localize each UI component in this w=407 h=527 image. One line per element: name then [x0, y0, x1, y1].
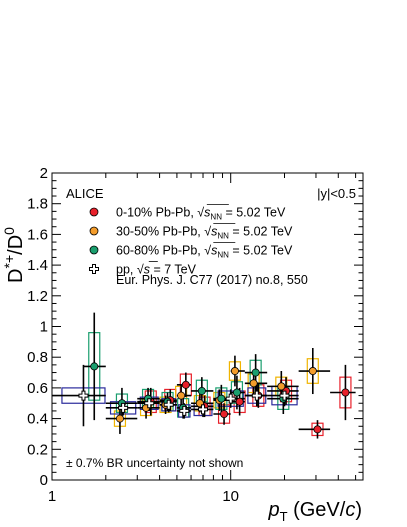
x-axis-title: pT (GeV/c) [267, 499, 362, 524]
y-tick-label: 1.6 [27, 226, 48, 243]
y-tick-label: 0 [40, 472, 48, 489]
rapidity-label: |y|<0.5 [317, 186, 356, 201]
legend-entry: pp, √s = 7 TeV [116, 263, 197, 277]
y-tick-label: 1.4 [27, 257, 48, 274]
data-point [249, 379, 258, 388]
y-tick-label: 0.6 [27, 380, 48, 397]
legend-marker [89, 245, 99, 255]
data-point [251, 368, 260, 377]
data-point [308, 367, 317, 376]
legend-marker [89, 226, 99, 236]
y-tick-label: 0.2 [27, 441, 48, 458]
pp-marker [78, 390, 89, 401]
data-point [90, 362, 99, 371]
pp-marker [279, 390, 290, 401]
pp-marker [163, 399, 174, 410]
y-axis-title: D*+/D0 [1, 227, 27, 283]
data-point [220, 409, 229, 418]
pp-marker [179, 405, 190, 416]
data-point [177, 391, 186, 400]
y-tick-label: 1.8 [27, 196, 48, 213]
y-tick-label: 1 [40, 319, 48, 336]
experiment-label: ALICE [66, 186, 104, 201]
data-point [230, 367, 239, 376]
br-note: ± 0.7% BR uncertainty not shown [66, 456, 243, 470]
y-tick-label: 0.4 [27, 411, 48, 428]
data-point [115, 414, 124, 423]
data-point [197, 386, 206, 395]
pp-marker [225, 393, 236, 404]
y-tick-label: 1.2 [27, 288, 48, 305]
data-point [277, 382, 286, 391]
data-point [232, 388, 241, 397]
legend-entry: 60-80% Pb-Pb, √sNN = 5.02 TeV [116, 244, 293, 260]
data-point [341, 388, 350, 397]
data-point [181, 380, 190, 389]
pp-marker [118, 402, 129, 413]
legend-entry: 30-50% Pb-Pb, √sNN = 5.02 TeV [116, 225, 293, 241]
data-point [217, 394, 226, 403]
svg-text:D*+/D0: D*+/D0 [1, 227, 27, 283]
reference-label: Eur. Phys. J. C77 (2017) no.8, 550 [116, 273, 308, 287]
x-tick-label: 1 [48, 488, 56, 505]
pp-marker [198, 404, 209, 415]
x-tick-label: 10 [222, 488, 239, 505]
y-tick-label: 0.8 [27, 349, 48, 366]
y-tick-label: 2 [40, 165, 48, 182]
legend: 0-10% Pb-Pb, √sNN = 5.02 TeV 30-50% Pb-Pb… [89, 204, 293, 277]
pp-marker [144, 398, 155, 409]
legend-marker-pp [89, 264, 99, 274]
pp-marker [251, 390, 262, 401]
legend-marker [89, 207, 99, 217]
data-point [235, 397, 244, 406]
data-point [313, 425, 322, 434]
legend-entry: 0-10% Pb-Pb, √sNN = 5.02 TeV [116, 206, 286, 222]
